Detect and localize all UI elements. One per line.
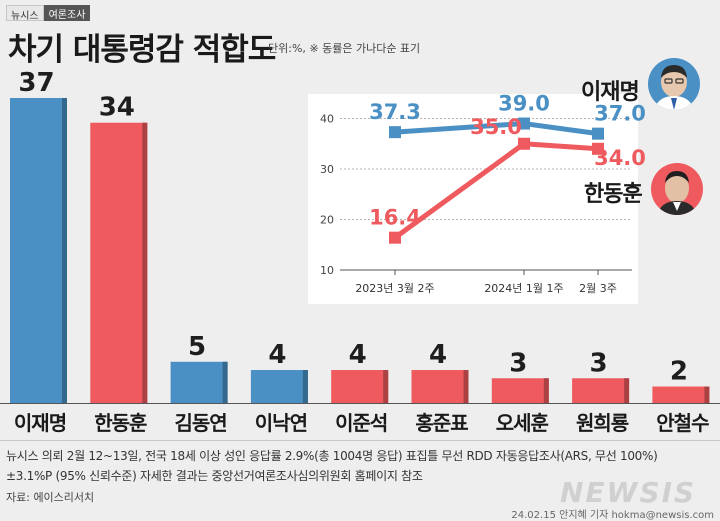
y-tick-label: 40 [320,113,334,126]
series-value-label: 35.0 [470,115,522,139]
bar-category-label: 이준석 [335,411,388,435]
bar [652,386,710,403]
bar-category-label: 안철수 [656,411,709,435]
bar-category-label: 한동훈 [94,411,147,435]
bar-value-label: 4 [429,340,447,370]
bar [90,122,148,403]
footer-divider [0,440,720,441]
page-title: 차기 대통령감 적합도 [8,32,276,68]
lee-avatar [648,58,700,110]
bar-edge [62,98,67,403]
bar-category-label: 이재명 [13,411,67,435]
x-tick-label: 2024년 1월 1주 [484,282,563,295]
bar [10,98,67,403]
series-value-label: 39.0 [498,92,550,116]
bar [572,378,630,403]
y-tick-label: 20 [320,214,334,227]
series-point [518,117,530,130]
bar-value-label: 3 [590,348,608,378]
han-avatar [651,163,703,215]
series-point [389,231,401,244]
legend-lee-name: 이재명 [581,80,640,105]
bar-category-label: 원희룡 [575,411,629,435]
bar-category-label: 이낙연 [254,411,308,435]
series-value-label: 37.3 [369,100,421,124]
bar-chart: 37 34 5 4 4 4 3 3 2 [0,68,720,404]
bar-edge [704,386,710,403]
bar-value-label: 3 [509,348,527,378]
footnote-line-2: ±3.1%P (95% 신뢰수준) 자세한 결과는 중앙선거여론조사심의위원회 … [6,469,423,483]
x-tick-label: 2월 3주 [579,282,617,295]
bar [331,370,389,403]
bar-value-label: 2 [670,357,688,387]
bar [250,370,308,403]
series-point [389,126,401,139]
series-point [592,142,604,155]
bar-edge [142,122,148,403]
bar-edge [302,370,308,403]
outlet-badge: 뉴시스 여론조사 [6,5,91,22]
bar-value-label: 34 [99,93,135,123]
person-portrait-icon [657,171,697,215]
bar-category-label: 홍준표 [415,411,468,435]
series-value-label: 16.4 [369,206,421,230]
newsis-watermark: NEWSIS [560,476,697,509]
series-value-label: 34.0 [594,146,646,170]
y-tick-label: 10 [320,264,334,277]
legend-han-name: 한동훈 [584,182,643,207]
unit-note: 단위:%, ※ 동률은 가나다순 표기 [268,42,421,55]
line-chart: 10 20 30 40 2023년 3월 2주 2024년 1월 1주 2월 3주 37.3 3… [308,92,646,304]
y-tick-label: 30 [320,163,334,176]
bar [170,361,228,403]
bar-value-label: 4 [268,340,286,370]
bar-value-label: 5 [188,332,206,362]
bar-value-label: 4 [349,340,367,370]
bar-edge [222,361,228,403]
bar-category-label: 김동연 [174,411,227,435]
x-tick-label: 2023년 3월 2주 [355,282,434,295]
credit-line: 24.02.15 안지혜 기자 hokma@newsis.com [511,510,714,521]
bar-edge [624,378,630,403]
bar-category-label: 오세훈 [495,411,549,435]
series-point [592,127,604,140]
source-note: 자료: 에이스리서치 [6,491,95,504]
bar-value-label: 37 [18,68,54,98]
person-portrait-icon [654,65,694,110]
bar [411,370,469,403]
series-value-label: 37.0 [594,102,646,126]
badge-category-label: 여론조사 [43,5,91,21]
bar-edge [383,370,389,403]
footnote-line-1: 뉴시스 의뢰 2월 12~13일, 전국 18세 이상 성인 응답률 2.9%(… [6,449,658,463]
bar-edge [463,370,469,403]
series-point [518,137,530,150]
bar-edge [543,378,549,403]
badge-outlet-label: 뉴시스 [6,5,44,22]
bar [491,378,549,403]
